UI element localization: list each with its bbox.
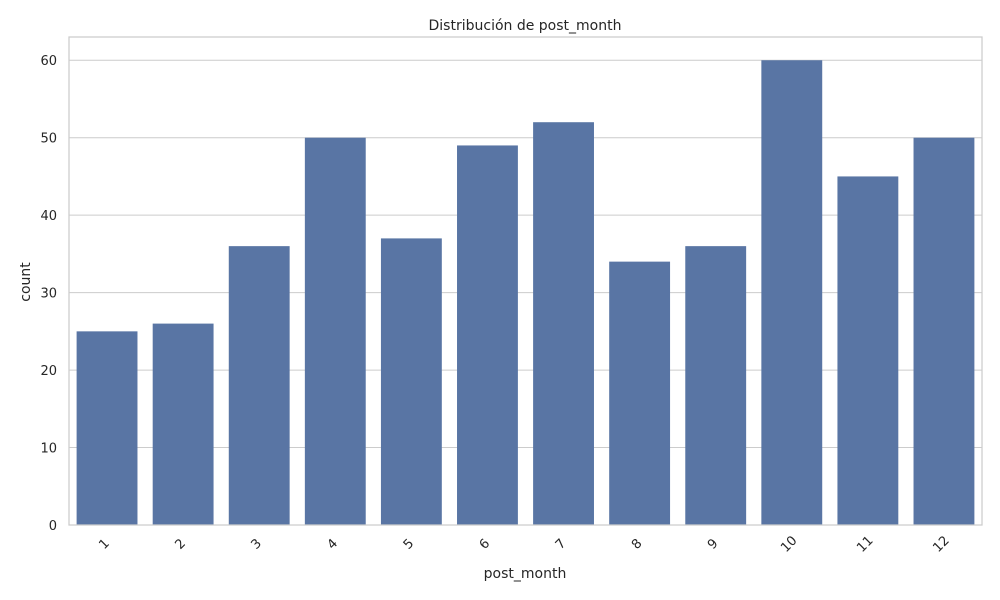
bar-month-5 [380,238,442,525]
bar-month-6 [457,145,518,525]
y-tick-label: 60 [40,54,57,69]
y-tick-label: 50 [40,132,57,147]
bar-month-10 [761,60,823,525]
x-axis-label: post_month [484,566,567,582]
bar-month-1 [76,331,138,525]
bars [76,60,975,525]
y-tick-label: 10 [40,442,57,457]
bar-month-8 [609,261,671,525]
y-tick-label: 20 [40,364,57,379]
bar-month-2 [152,323,214,525]
bar-month-3 [228,246,290,525]
chart-title: Distribución de post_month [429,18,622,34]
bar-month-7 [533,122,594,525]
y-tick-label: 30 [40,287,57,302]
bar-month-11 [837,176,899,525]
y-axis-label: count [18,262,34,302]
bar-month-9 [685,246,747,525]
y-tick-label: 40 [40,209,57,224]
plot-frame [68,36,983,526]
bar-month-4 [304,137,366,525]
bar-month-12 [913,137,975,525]
y-tick-labels: 0 10 20 30 40 50 60 [40,54,57,534]
y-tick-label: 0 [49,519,57,534]
